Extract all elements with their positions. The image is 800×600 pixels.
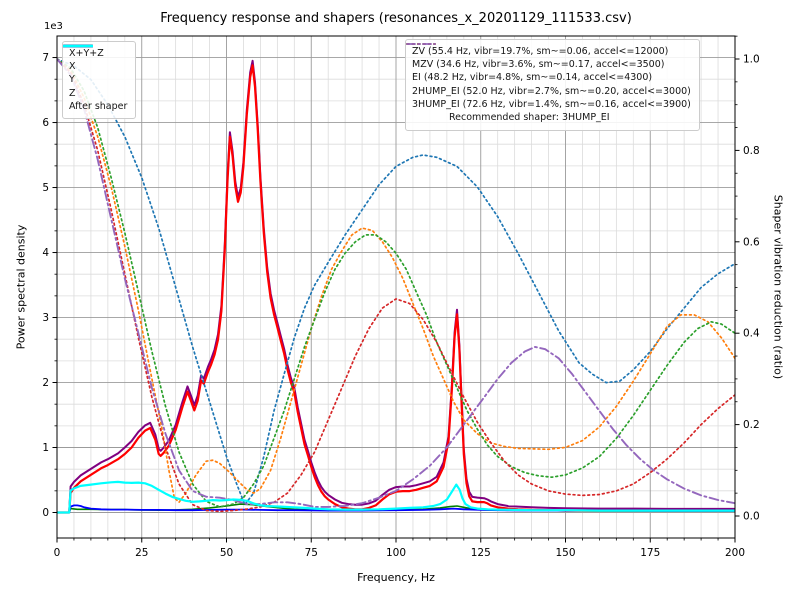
series-zv [57,58,735,506]
legend-line-sample [406,43,436,45]
svg-text:0.4: 0.4 [743,328,760,340]
legend-item-label: ZV (55.4 Hz, vibr=19.7%, sm~=0.06, accel… [412,45,669,57]
svg-text:1: 1 [42,442,49,454]
tick-marks [52,35,740,543]
series-layer [57,58,735,514]
legend-item-label: After shaper [69,101,128,112]
svg-text:200: 200 [725,547,745,559]
svg-text:150: 150 [555,547,575,559]
series-mzv [57,58,735,504]
legend-item-label: EI (48.2 Hz, vibr=4.8%, sm~=0.14, accel<… [412,72,653,84]
legend-item: 3HUMP_EI (72.6 Hz, vibr=1.4%, sm~=0.16, … [406,43,691,111]
series-3hump-ei [57,58,735,508]
legend-item-label: Y [69,74,75,86]
recommended-shaper-text: Recommended shaper: 3HUMP_EI [449,112,610,124]
svg-text:3: 3 [42,312,49,324]
legend-item: Y [63,44,127,86]
legend-item: X [63,44,127,73]
series-after-shaper [57,480,735,514]
svg-text:6: 6 [42,117,49,129]
svg-text:0: 0 [54,547,61,559]
x-axis-label: Frequency, Hz [357,571,435,584]
svg-text:4: 4 [42,247,49,259]
legend-item: After shaper [63,44,128,113]
svg-text:100: 100 [386,547,406,559]
svg-text:0.2: 0.2 [743,419,760,431]
svg-text:7: 7 [42,52,49,64]
shapers-legend: ZV (55.4 Hz, vibr=19.7%, sm~=0.06, accel… [405,39,700,131]
y-axis-offset-label: 1e3 [44,21,63,32]
svg-text:50: 50 [220,547,233,559]
legend-item-label: MZV (34.6 Hz, vibr=3.6%, sm~=0.17, accel… [412,58,665,70]
svg-text:0.6: 0.6 [743,236,760,248]
legend-item-label: 2HUMP_EI (52.0 Hz, vibr=2.7%, sm~=0.20, … [412,85,691,97]
series-x [57,64,735,514]
svg-text:0.0: 0.0 [743,511,760,523]
series-2hump-ei [57,58,735,513]
svg-text:0.8: 0.8 [743,145,760,157]
svg-text:175: 175 [640,547,660,559]
svg-text:25: 25 [135,547,148,559]
svg-text:75: 75 [305,547,318,559]
legend-item: ZV (55.4 Hz, vibr=19.7%, sm~=0.06, accel… [406,43,691,58]
legend-item: Z [63,44,127,100]
svg-text:2: 2 [42,377,49,389]
tick-labels: 0 25 50 75 100 125 150 175 200 0 1 2 3 4 5 6 7 0.0 0.2 0.4 0… [42,52,760,559]
psd-legend: X+Y+Z X Y Z After shaper [62,41,137,120]
legend-item-label: X [69,60,76,72]
y-axis-right-label: Shaper vibration reduction (ratio) [771,194,785,380]
legend-item: MZV (34.6 Hz, vibr=3.6%, sm~=0.17, accel… [406,43,691,71]
chart-title: Frequency response and shapers (resonanc… [160,11,632,26]
svg-text:1.0: 1.0 [743,54,760,66]
legend-line-sample [63,44,93,48]
svg-text:125: 125 [471,547,491,559]
legend-item-label: X+Y+Z [69,47,104,59]
y-axis-left-label: Power spectral density [14,224,28,350]
svg-text:0: 0 [42,507,49,519]
svg-text:5: 5 [42,182,49,194]
legend-item-label: 3HUMP_EI (72.6 Hz, vibr=1.4%, sm~=0.16, … [412,99,691,110]
legend-item: EI (48.2 Hz, vibr=4.8%, sm~=0.14, accel<… [406,43,691,84]
legend-item: 2HUMP_EI (52.0 Hz, vibr=2.7%, sm~=0.20, … [406,43,691,98]
legend-item-label: Z [69,87,76,99]
series-ei [57,58,735,508]
legend-note: Recommended shaper: 3HUMP_EI [412,112,691,124]
